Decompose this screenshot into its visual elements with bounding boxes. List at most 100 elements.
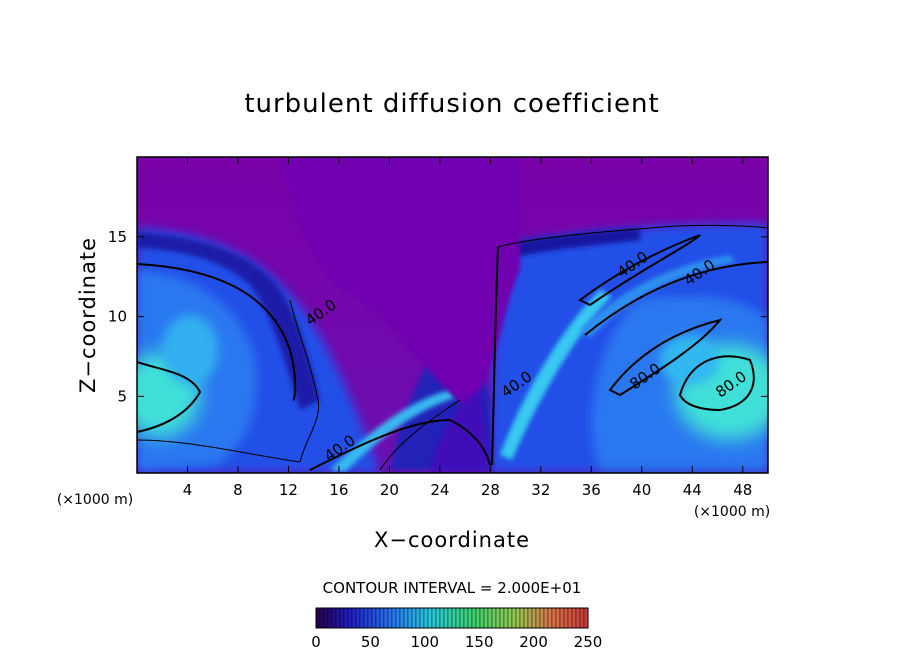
colorbar-cell [347, 607, 353, 629]
colorbar-cell [583, 607, 589, 629]
colorbar-cell [407, 607, 413, 629]
colorbar-cell [383, 607, 389, 629]
colorbar-cell [539, 607, 545, 629]
colorbar-cell [419, 607, 425, 629]
colorbar-cell [363, 607, 369, 629]
colorbar-cell [519, 607, 525, 629]
colorbar-cell [523, 607, 529, 629]
z-unit-label: (×1000 m) [57, 492, 133, 508]
colorbar-cell [555, 607, 561, 629]
colorbar-cell [427, 607, 433, 629]
colorbar-cell [507, 607, 513, 629]
colorbar-cell [471, 607, 477, 629]
colorbar-cell [447, 607, 453, 629]
y-axis-label: Z−coordinate [76, 237, 100, 393]
colorbar-cell [459, 607, 465, 629]
colorbar-cell [531, 607, 537, 629]
colorbar-cell [559, 607, 565, 629]
colorbar-cell [315, 607, 321, 629]
x-unit-label: (×1000 m) [694, 504, 770, 520]
heatmap-field [137, 157, 768, 473]
colorbar-tick-label: 250 [574, 633, 603, 651]
colorbar-cell [343, 607, 349, 629]
colorbar-cell [443, 607, 449, 629]
colorbar-cell [327, 607, 333, 629]
colorbar-cell [467, 607, 473, 629]
colorbar-cell [435, 607, 441, 629]
colorbar-tick-label: 100 [410, 633, 439, 651]
colorbar-cell [339, 607, 345, 629]
chart-title: turbulent diffusion coefficient [244, 89, 659, 119]
colorbar-cell [491, 607, 497, 629]
colorbar-cell [323, 607, 329, 629]
plot-frame [136, 156, 769, 474]
colorbar-cell [487, 607, 493, 629]
x-tick-label: 40 [632, 481, 651, 499]
colorbar-cell [391, 607, 397, 629]
colorbar-cell [575, 607, 581, 629]
y-tick-label: 10 [108, 308, 127, 326]
colorbar-cell [423, 607, 429, 629]
colorbar-cell [451, 607, 457, 629]
colorbar-cell [403, 607, 409, 629]
colorbar-cell [335, 607, 341, 629]
colorbar-tick-label: 150 [465, 633, 494, 651]
colorbar-cell [475, 607, 481, 629]
colorbar-cell [567, 607, 573, 629]
colorbar-cell [563, 607, 569, 629]
colorbar-cell [511, 607, 517, 629]
colorbar-cell [395, 607, 401, 629]
colorbar-cell [479, 607, 485, 629]
colorbar-cell [503, 607, 509, 629]
colorbar-cell [495, 607, 501, 629]
colorbar-cell [399, 607, 405, 629]
colorbar-cell [483, 607, 489, 629]
x-tick-label: 44 [683, 481, 702, 499]
x-tick-label: 32 [531, 481, 550, 499]
y-tick-label: 15 [108, 228, 127, 246]
colorbar-cell [527, 607, 533, 629]
colorbar-cell [431, 607, 437, 629]
colorbar-cell [535, 607, 541, 629]
colorbar-cell [463, 607, 469, 629]
x-tick-label: 12 [279, 481, 298, 499]
x-tick-label: 48 [733, 481, 752, 499]
colorbar-cell [351, 607, 357, 629]
colorbar-cell [375, 607, 381, 629]
x-axis-label: X−coordinate [374, 528, 530, 552]
colorbar-cell [547, 607, 553, 629]
colorbar-cell [579, 607, 585, 629]
x-tick-label: 4 [183, 481, 193, 499]
colorbar-cell [387, 607, 393, 629]
colorbar-cell [515, 607, 521, 629]
x-tick-label: 28 [481, 481, 500, 499]
colorbar-cell [455, 607, 461, 629]
colorbar-cell [499, 607, 505, 629]
y-tick-label: 5 [117, 387, 127, 405]
colorbar-cell [367, 607, 373, 629]
colorbar-cell [415, 607, 421, 629]
colorbar-cell [551, 607, 557, 629]
contour-lines [137, 224, 768, 471]
colorbar-tick-label: 0 [311, 633, 321, 651]
x-tick-label: 8 [233, 481, 243, 499]
x-tick-label: 16 [329, 481, 348, 499]
colorbar-cell [439, 607, 445, 629]
colorbar-cell [543, 607, 549, 629]
colorbar-cell [371, 607, 377, 629]
colorbar-cell [355, 607, 361, 629]
colorbar-cell [411, 607, 417, 629]
colorbar-cell [379, 607, 385, 629]
colorbar-tick-label: 200 [519, 633, 548, 651]
colorbar-frame [315, 607, 589, 629]
x-tick-label: 36 [582, 481, 601, 499]
colorbar-cell [319, 607, 325, 629]
x-tick-label: 20 [380, 481, 399, 499]
x-tick-label: 24 [430, 481, 449, 499]
colorbar-cell [359, 607, 365, 629]
contour-interval-label: CONTOUR INTERVAL = 2.000E+01 [323, 579, 582, 597]
colorbar-cell [331, 607, 337, 629]
colorbar-cell [571, 607, 577, 629]
colorbar-tick-label: 50 [361, 633, 380, 651]
